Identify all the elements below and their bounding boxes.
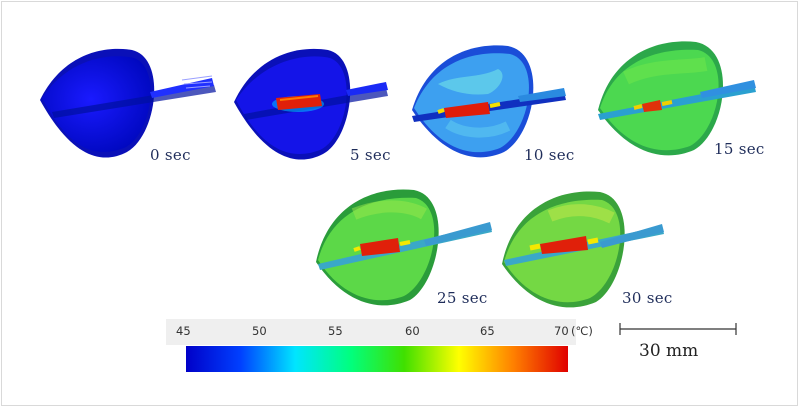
time-label-25sec: 25 sec [437, 289, 488, 307]
disk-frame-0sec [40, 48, 216, 158]
disk-frame-5sec [234, 48, 388, 160]
disk-frame-25sec [316, 189, 492, 306]
disk-frame-10sec [412, 45, 566, 158]
scale-bar-line [619, 323, 737, 335]
colorbar-label-strip [166, 319, 576, 345]
disk-frame-30sec [502, 191, 664, 308]
disk-frame-15sec [598, 41, 756, 156]
time-label-0sec: 0 sec [150, 146, 191, 164]
colorbar-gradient [186, 346, 568, 372]
time-label-5sec: 5 sec [350, 146, 391, 164]
colorbar-unit: (℃) [571, 324, 593, 338]
scale-bar-label: 30 mm [639, 341, 699, 361]
colorbar-tick-50: 50 [252, 324, 267, 338]
colorbar-tick-55: 55 [328, 324, 343, 338]
colorbar-tick-60: 60 [405, 324, 420, 338]
colorbar-tick-45: 45 [176, 324, 191, 338]
time-label-10sec: 10 sec [524, 146, 575, 164]
time-label-30sec: 30 sec [622, 289, 673, 307]
time-label-15sec: 15 sec [714, 140, 765, 158]
colorbar-tick-65: 65 [480, 324, 495, 338]
colorbar-tick-70: 70 [554, 324, 569, 338]
